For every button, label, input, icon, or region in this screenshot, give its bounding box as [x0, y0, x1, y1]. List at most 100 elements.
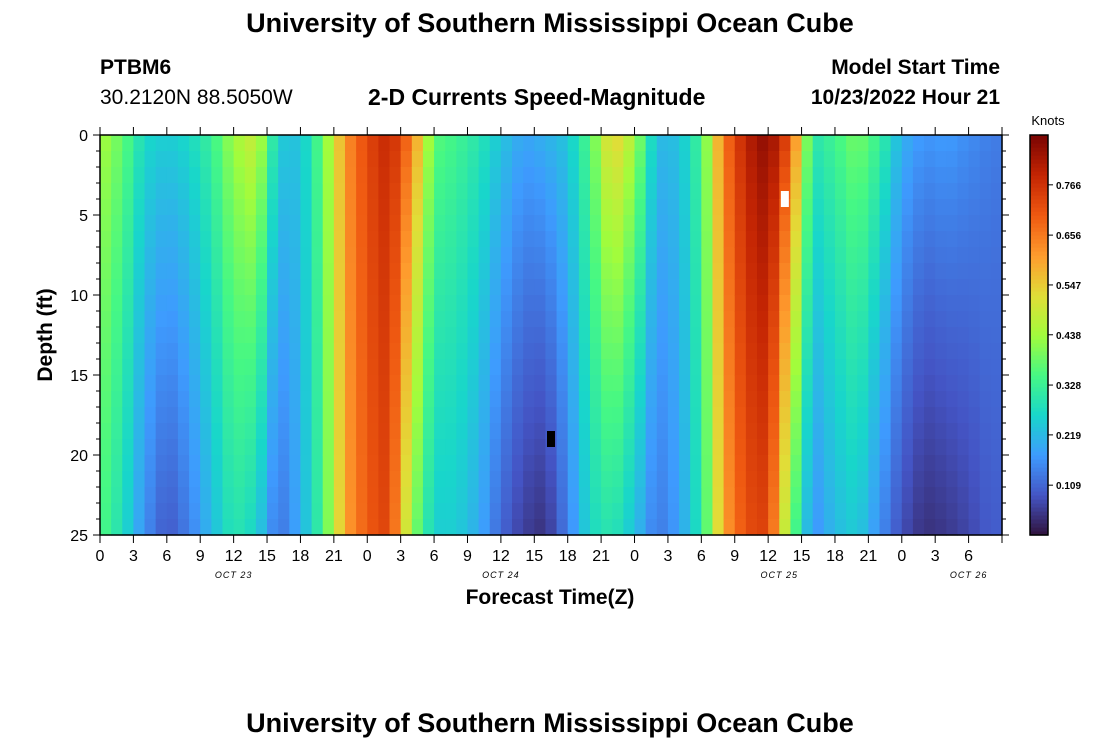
heatmap-cell: [289, 423, 302, 440]
heatmap-cell: [946, 295, 959, 312]
heatmap-cell: [935, 151, 947, 168]
heatmap-cell: [278, 215, 290, 232]
heatmap-cell: [946, 215, 959, 232]
heatmap-cell: [489, 295, 502, 312]
heatmap-cell: [489, 327, 502, 344]
heatmap-cell: [100, 215, 112, 232]
heatmap-cell: [400, 167, 413, 184]
heatmap-cell: [901, 375, 914, 392]
heatmap-cell: [166, 247, 179, 264]
heatmap-cell: [968, 487, 981, 504]
heatmap-cell: [801, 519, 814, 536]
heatmap-cell: [857, 327, 869, 344]
heatmap-cell: [144, 247, 157, 264]
heatmap-cell: [912, 167, 925, 184]
heatmap-cell: [166, 503, 179, 520]
heatmap-cell: [445, 407, 457, 424]
heatmap-cell: [244, 295, 257, 312]
heatmap-cell: [322, 247, 335, 264]
heatmap-cell: [679, 407, 691, 424]
heatmap-cell: [723, 343, 736, 360]
heatmap-cell: [500, 247, 513, 264]
heatmap-cell: [144, 295, 157, 312]
heatmap-cell: [456, 423, 469, 440]
heatmap-cell: [500, 295, 513, 312]
heatmap-cell: [400, 295, 413, 312]
heatmap-cell: [300, 487, 313, 504]
heatmap-cell: [411, 215, 424, 232]
heatmap-cell: [634, 327, 647, 344]
heatmap-cell: [957, 327, 970, 344]
heatmap-cell: [434, 311, 446, 328]
heatmap-cell: [846, 279, 858, 296]
heatmap-cell: [356, 487, 368, 504]
heatmap-cell: [823, 343, 836, 360]
heatmap-cell: [745, 407, 758, 424]
heatmap-cell: [912, 151, 925, 168]
heatmap-cell: [946, 439, 959, 456]
heatmap-cell: [612, 487, 624, 504]
heatmap-cell: [701, 247, 714, 264]
heatmap-cell: [211, 503, 224, 520]
heatmap-cell: [667, 343, 680, 360]
heatmap-cell: [834, 183, 847, 200]
heatmap-cell: [389, 247, 402, 264]
heatmap-cell: [589, 327, 602, 344]
heatmap-cell: [344, 327, 357, 344]
heatmap-cell: [790, 519, 803, 536]
heatmap-cell: [734, 375, 747, 392]
heatmap-cell: [144, 199, 157, 216]
heatmap-cell: [634, 407, 647, 424]
x-tick-label: 9: [196, 548, 205, 565]
heatmap-cell: [333, 247, 346, 264]
heatmap-cell: [879, 471, 892, 488]
heatmap-cell: [656, 391, 669, 408]
heatmap-cell: [289, 311, 302, 328]
heatmap-cell: [244, 359, 257, 376]
heatmap-cell: [690, 231, 702, 248]
heatmap-cell: [935, 311, 947, 328]
heatmap-cell: [534, 247, 547, 264]
heatmap-cell: [389, 359, 402, 376]
heatmap-cell: [267, 391, 279, 408]
heatmap-cell: [968, 199, 981, 216]
heatmap-cell: [757, 439, 769, 456]
heatmap-cell: [200, 423, 212, 440]
heatmap-cell: [979, 167, 992, 184]
heatmap-cell: [389, 295, 402, 312]
heatmap-cell: [411, 439, 424, 456]
heatmap-cell: [879, 295, 892, 312]
heatmap-cell: [712, 487, 725, 504]
heatmap-cell: [757, 423, 769, 440]
heatmap-cell: [656, 279, 669, 296]
heatmap-cell: [233, 343, 246, 360]
heatmap-cell: [846, 503, 858, 520]
heatmap-cell: [868, 359, 881, 376]
heatmap-cell: [578, 295, 591, 312]
heatmap-cell: [400, 503, 413, 520]
heatmap-cell: [734, 263, 747, 280]
heatmap-cell: [267, 343, 279, 360]
heatmap-cell: [757, 503, 769, 520]
heatmap-cell: [255, 263, 268, 280]
heatmap-cell: [344, 295, 357, 312]
heatmap-cell: [512, 471, 524, 488]
heatmap-cell: [946, 359, 959, 376]
heatmap-cell: [534, 215, 547, 232]
heatmap-cell: [901, 407, 914, 424]
heatmap-cell: [177, 199, 190, 216]
heatmap-cell: [356, 167, 368, 184]
heatmap-cell: [100, 311, 112, 328]
heatmap-cell: [478, 183, 491, 200]
heatmap-cell: [211, 519, 224, 536]
heatmap-cell: [422, 455, 435, 472]
heatmap-cell: [144, 503, 157, 520]
heatmap-cell: [701, 439, 714, 456]
heatmap-cell: [634, 167, 647, 184]
heatmap-cell: [111, 215, 123, 232]
heatmap-cell: [244, 375, 257, 392]
heatmap-cell: [333, 423, 346, 440]
heatmap-cell: [144, 311, 157, 328]
colorbar-segment: [1030, 255, 1048, 260]
heatmap-cell: [166, 295, 179, 312]
